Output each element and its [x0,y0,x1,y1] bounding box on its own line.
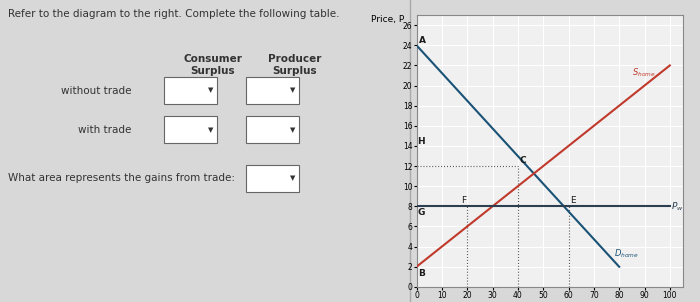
Bar [164,116,217,143]
Text: ▼: ▼ [208,127,213,133]
Text: $S_{home}$: $S_{home}$ [632,66,655,79]
Text: G: G [417,208,425,217]
Text: H: H [417,137,425,146]
Text: ▼: ▼ [208,88,213,94]
Text: $P_w$: $P_w$ [671,200,684,213]
Text: ▼: ▼ [290,127,295,133]
Text: Refer to the diagram to the right. Complete the following table.: Refer to the diagram to the right. Compl… [8,9,339,19]
Text: E: E [570,196,575,205]
Text: with trade: with trade [78,125,131,135]
Text: ▼: ▼ [290,88,295,94]
Text: F: F [461,196,466,205]
Text: A: A [419,36,426,45]
Text: What area represents the gains from trade:: What area represents the gains from trad… [8,173,235,183]
Text: Producer
Surplus: Producer Surplus [268,54,321,76]
Text: Price, P: Price, P [371,15,404,24]
Text: $D_{home}$: $D_{home}$ [614,248,639,260]
Text: Consumer
Surplus: Consumer Surplus [183,54,242,76]
Bar [246,165,299,192]
Text: ▼: ▼ [290,175,295,181]
Text: without trade: without trade [60,85,131,96]
Text: C: C [519,156,526,165]
Bar [246,77,299,104]
Text: B: B [418,269,425,278]
Bar [246,116,299,143]
Bar [164,77,217,104]
